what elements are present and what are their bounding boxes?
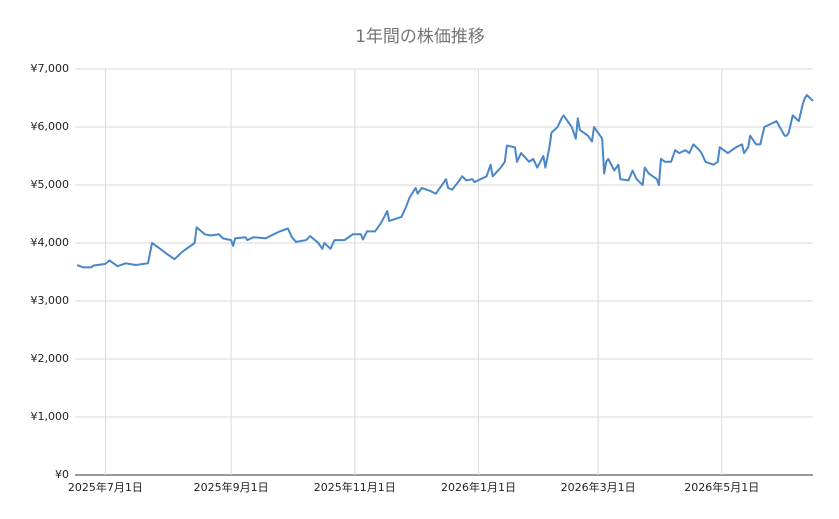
y-tick-label: ¥6,000	[31, 120, 70, 133]
price-line	[76, 94, 814, 269]
x-tick-label: 2026年5月1日	[684, 480, 759, 494]
x-tick-label: 2026年3月1日	[561, 480, 636, 494]
x-tick-label: 2025年11月1日	[314, 480, 396, 494]
chart-title: 1年間の株価推移	[355, 27, 485, 47]
y-tick-label: ¥3,000	[31, 294, 70, 307]
y-tick-label: ¥7,000	[31, 62, 70, 75]
x-tick-label: 2026年1月1日	[441, 480, 516, 494]
y-tick-label: ¥5,000	[31, 178, 70, 191]
y-tick-label: ¥1,000	[31, 410, 70, 423]
y-tick-label: ¥4,000	[31, 236, 70, 249]
x-tick-label: 2025年7月1日	[68, 480, 143, 494]
x-tick-label: 2025年9月1日	[194, 480, 269, 494]
y-tick-label: ¥0	[55, 468, 69, 481]
y-tick-label: ¥2,000	[31, 352, 70, 365]
